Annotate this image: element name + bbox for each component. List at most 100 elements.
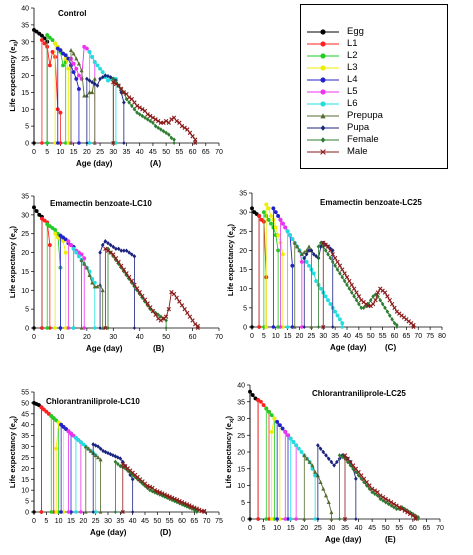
series-line xyxy=(258,215,267,278)
y-tick-label: 10 xyxy=(237,483,245,490)
y-tick-label: 20 xyxy=(237,450,245,457)
data-point xyxy=(118,456,123,461)
data-point xyxy=(316,443,320,448)
x-tick-label: 0 xyxy=(32,149,36,156)
data-point-zero xyxy=(79,510,83,514)
data-point xyxy=(100,242,105,248)
data-point-zero xyxy=(275,517,279,521)
data-point xyxy=(187,130,193,136)
data-point xyxy=(76,438,81,443)
series-female xyxy=(316,240,399,329)
data-point xyxy=(53,231,58,236)
x-tick-label: 40 xyxy=(129,518,137,525)
y-tick-label: 20 xyxy=(21,466,29,473)
data-point xyxy=(342,278,347,284)
data-point-zero xyxy=(120,510,125,514)
data-point xyxy=(340,267,345,272)
y-tick-label: 30 xyxy=(21,444,29,451)
data-point xyxy=(273,210,278,215)
data-point xyxy=(385,309,390,314)
data-point xyxy=(357,301,361,307)
legend-item-l3: L3 xyxy=(305,62,445,74)
data-point-zero xyxy=(91,510,95,514)
series-prepupa xyxy=(292,240,314,329)
data-point-zero xyxy=(103,326,108,330)
data-point xyxy=(145,112,150,117)
data-point xyxy=(39,33,44,38)
data-point xyxy=(342,271,347,276)
data-point xyxy=(111,76,116,82)
x-tick-label: 40 xyxy=(136,334,144,341)
data-point-zero xyxy=(66,510,71,514)
series-line xyxy=(70,49,96,97)
data-point xyxy=(63,250,68,255)
data-point xyxy=(325,244,331,249)
data-point xyxy=(307,244,311,249)
data-point-zero xyxy=(54,510,59,514)
data-point xyxy=(318,286,323,291)
data-point xyxy=(174,497,180,503)
data-point-zero xyxy=(77,141,81,145)
data-point-zero xyxy=(53,326,57,330)
series-l4 xyxy=(59,422,73,514)
x-tick-label: 65 xyxy=(423,525,431,532)
series-line xyxy=(290,438,316,476)
data-point xyxy=(305,456,309,461)
series-pupa xyxy=(316,443,358,521)
x-tick-label: 55 xyxy=(175,149,183,156)
data-point xyxy=(378,493,383,498)
data-point xyxy=(45,222,50,227)
data-point xyxy=(352,294,356,299)
panel-label: (E) xyxy=(385,535,396,544)
data-point-zero xyxy=(250,325,254,329)
x-tick-label: 10 xyxy=(55,518,63,525)
data-point xyxy=(276,233,281,238)
data-point xyxy=(55,235,60,240)
y-tick-label: 30 xyxy=(21,212,29,219)
data-point xyxy=(288,436,293,441)
data-point xyxy=(405,510,410,515)
data-point xyxy=(324,453,328,458)
data-point xyxy=(299,259,304,264)
data-point xyxy=(90,280,95,285)
series-male xyxy=(103,246,201,330)
data-point xyxy=(250,393,255,398)
x-tick-label: 10 xyxy=(57,149,65,156)
data-point xyxy=(342,453,348,458)
data-point xyxy=(116,246,121,251)
data-point xyxy=(45,33,50,38)
data-point xyxy=(314,279,319,284)
panel-label: (D) xyxy=(160,528,171,537)
data-point xyxy=(197,507,202,513)
data-point xyxy=(269,213,274,218)
data-point xyxy=(78,440,83,445)
data-point xyxy=(385,294,390,299)
data-point xyxy=(394,503,399,508)
data-point xyxy=(142,108,148,114)
data-point xyxy=(278,217,283,222)
y-tick-label: 15 xyxy=(21,477,29,484)
data-point xyxy=(71,246,76,251)
data-point xyxy=(280,426,285,431)
x-tick-label: 25 xyxy=(307,333,315,340)
data-point xyxy=(87,90,92,95)
y-tick-label: 30 xyxy=(239,210,247,217)
legend-marker xyxy=(320,101,326,107)
series-l1 xyxy=(39,216,52,330)
data-point xyxy=(162,492,167,497)
legend-marker xyxy=(320,53,326,59)
y-axis-label-subscript: xj xyxy=(231,226,237,231)
series-l3 xyxy=(269,416,282,521)
legend-marker xyxy=(320,125,326,131)
data-point xyxy=(380,495,386,500)
y-tick-label: 10 xyxy=(21,488,29,495)
data-point xyxy=(111,244,116,250)
legend-item-female: Female xyxy=(305,134,445,146)
data-point xyxy=(114,246,118,251)
y-tick-label: 35 xyxy=(239,191,247,198)
data-point xyxy=(328,302,333,307)
data-point xyxy=(124,248,129,253)
data-point xyxy=(92,60,97,65)
